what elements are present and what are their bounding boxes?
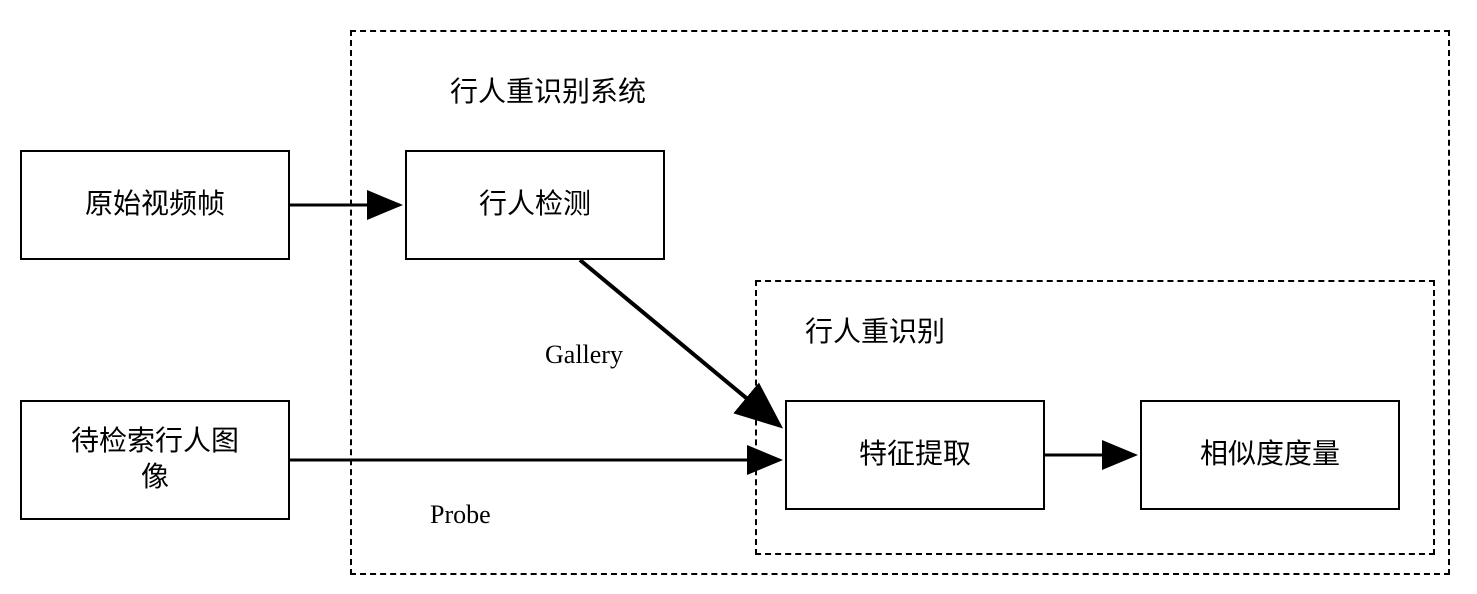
edge-label-probe: Probe xyxy=(430,500,491,530)
node-raw-video: 原始视频帧 xyxy=(20,150,290,260)
node-detection-label: 行人检测 xyxy=(479,187,591,223)
edge-label-gallery: Gallery xyxy=(545,340,623,370)
node-similarity-label: 相似度度量 xyxy=(1200,437,1340,473)
region-outer-label: 行人重识别系统 xyxy=(450,70,646,110)
node-similarity: 相似度度量 xyxy=(1140,400,1400,510)
flowchart-canvas: 行人重识别系统 行人重识别 原始视频帧 待检索行人图 像 行人检测 特征提取 相… xyxy=(0,0,1477,594)
node-feature-extraction-label: 特征提取 xyxy=(859,437,971,473)
node-feature-extraction: 特征提取 xyxy=(785,400,1045,510)
node-detection: 行人检测 xyxy=(405,150,665,260)
region-inner-label: 行人重识别 xyxy=(805,310,945,350)
node-query-image-label: 待检索行人图 像 xyxy=(71,424,239,497)
node-query-image: 待检索行人图 像 xyxy=(20,400,290,520)
node-raw-video-label: 原始视频帧 xyxy=(85,187,225,223)
